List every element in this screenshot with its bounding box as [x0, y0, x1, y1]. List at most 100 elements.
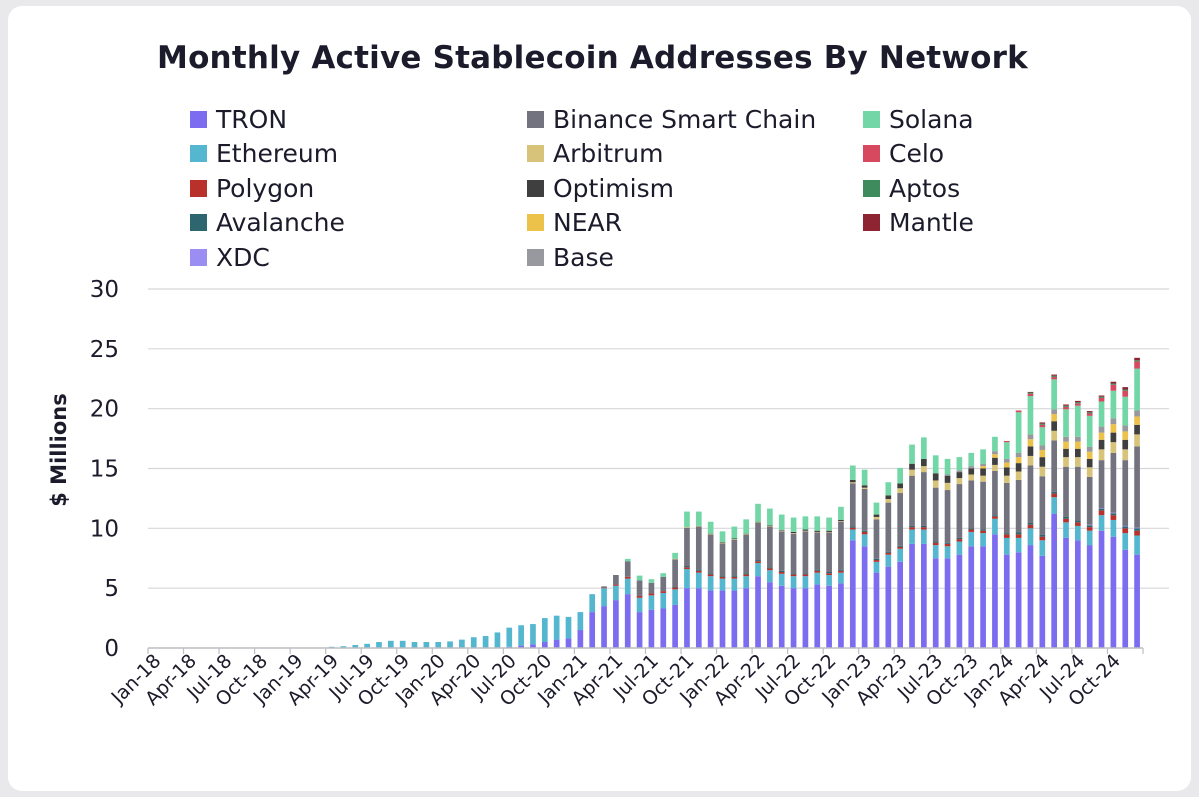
- bar-segment-optimism: [707, 533, 714, 535]
- bar-segment-solana: [684, 511, 690, 528]
- legend-item-celo: Celo: [863, 138, 944, 170]
- bar-segment-avalanche: [755, 560, 761, 562]
- bar-segment-binance-smart-chain: [778, 531, 785, 571]
- bar-segment-solana: [778, 514, 785, 531]
- bar-segment-ethereum: [1098, 515, 1105, 531]
- bar-segment-tron: [921, 543, 927, 648]
- legend-swatch: [190, 248, 207, 266]
- bar-stack-feb-20: [447, 641, 453, 648]
- bar-segment-polygon: [873, 560, 880, 562]
- bar-segment-optimism: [909, 463, 915, 470]
- bar-segment-polygon: [1110, 515, 1117, 520]
- bar-segment-celo: [1039, 424, 1046, 428]
- bar-stacks: [328, 357, 1140, 648]
- bar-segment-arbitrum: [1086, 467, 1093, 477]
- bar-segment-binance-smart-chain: [897, 493, 904, 546]
- bar-segment-mantle: [1122, 387, 1129, 390]
- bar-segment-aptos: [1075, 402, 1081, 404]
- bar-segment-optimism: [814, 530, 821, 532]
- bar-segment-optimism: [956, 472, 963, 479]
- bar-segment-ethereum: [506, 627, 513, 647]
- bar-stack-jan-21: [577, 612, 584, 648]
- bar-segment-avalanche: [885, 551, 892, 553]
- legend-label: Ethereum: [216, 139, 339, 169]
- bar-segment-tron: [992, 534, 998, 648]
- bar-segment-arbitrum: [790, 533, 797, 534]
- bar-segment-tron: [565, 638, 572, 648]
- bar-segment-ethereum: [660, 592, 667, 609]
- bar-segment-arbitrum: [1063, 457, 1069, 467]
- bar-segment-avalanche: [695, 569, 702, 571]
- bar-segment-tron: [743, 588, 750, 648]
- bar-segment-ethereum: [814, 572, 821, 585]
- bar-stack-apr-24: [1039, 422, 1046, 648]
- bar-segment-near: [1063, 441, 1069, 449]
- bar-segment-ethereum: [565, 616, 572, 639]
- bar-segment-arbitrum: [1098, 449, 1105, 461]
- bar-segment-optimism: [1110, 432, 1117, 443]
- bar-segment-ethereum: [743, 576, 750, 589]
- bar-segment-ethereum: [352, 645, 359, 648]
- bar-segment-ethereum: [1003, 537, 1010, 555]
- bar-segment-mantle: [1063, 404, 1069, 406]
- legend-swatch: [190, 110, 207, 128]
- bar-stack-aug-23: [944, 458, 951, 648]
- bar-stack-oct-19: [399, 640, 406, 648]
- bar-segment-solana: [660, 573, 667, 577]
- bar-segment-tron: [1098, 530, 1105, 648]
- bar-segment-polygon: [1003, 534, 1010, 538]
- bar-stack-may-22: [767, 508, 773, 648]
- bar-stack-nov-19: [411, 642, 418, 648]
- bar-segment-tron: [648, 609, 655, 648]
- bar-segment-ethereum: [518, 625, 524, 646]
- bar-segment-ethereum: [992, 518, 998, 535]
- bar-segment-base: [1110, 418, 1117, 425]
- bar-segment-tron: [553, 639, 560, 648]
- bar-segment-arbitrum: [1039, 466, 1046, 477]
- legend-swatch: [527, 248, 544, 266]
- bar-segment-binance-smart-chain: [849, 483, 856, 527]
- bar-segment-optimism: [1134, 424, 1140, 435]
- bar-segment-binance-smart-chain: [1015, 479, 1022, 533]
- bar-segment-arbitrum: [826, 531, 832, 533]
- bar-segment-near: [1015, 457, 1022, 464]
- bar-segment-binance-smart-chain: [909, 475, 915, 526]
- bar-segment-polygon: [719, 576, 726, 579]
- bar-stack-jun-19: [352, 645, 359, 648]
- bar-stack-jun-24: [1063, 404, 1069, 648]
- bar-segment-solana: [802, 516, 809, 530]
- bar-segment-optimism: [861, 485, 868, 488]
- bar-segment-binance-smart-chain: [767, 526, 773, 568]
- bar-segment-xdc: [1086, 524, 1093, 526]
- bar-segment-tron: [719, 590, 726, 648]
- bar-segment-tron: [980, 546, 986, 648]
- bar-segment-tron: [1051, 513, 1058, 648]
- bar-stack-sep-23: [956, 457, 963, 648]
- bar-segment-optimism: [1027, 446, 1034, 456]
- bar-stack-jan-24: [1003, 440, 1010, 648]
- bar-segment-optimism: [755, 521, 761, 523]
- bar-segment-tron: [755, 576, 761, 648]
- bar-segment-tron: [932, 558, 939, 648]
- bar-segment-avalanche: [968, 528, 975, 530]
- legend-swatch: [527, 214, 544, 232]
- bar-stack-feb-23: [873, 502, 880, 648]
- bar-segment-solana: [956, 457, 963, 471]
- bar-segment-tron: [589, 612, 596, 648]
- bar-segment-base: [956, 470, 963, 473]
- bar-segment-ethereum: [1086, 530, 1093, 546]
- bar-segment-near: [1110, 424, 1117, 433]
- bar-segment-base: [1086, 446, 1093, 452]
- bar-stack-apr-20: [470, 637, 477, 648]
- bar-segment-optimism: [1086, 458, 1093, 468]
- bar-segment-ethereum: [932, 545, 939, 559]
- legend-label: Base: [553, 242, 614, 272]
- bar-stack-apr-22: [755, 503, 761, 648]
- bar-segment-binance-smart-chain: [980, 481, 986, 530]
- bar-stack-sep-20: [530, 624, 536, 648]
- bar-segment-ethereum: [447, 641, 453, 648]
- bar-segment-mantle: [1098, 395, 1105, 397]
- bar-stack-aug-19: [376, 642, 382, 648]
- bar-segment-ethereum: [767, 570, 773, 583]
